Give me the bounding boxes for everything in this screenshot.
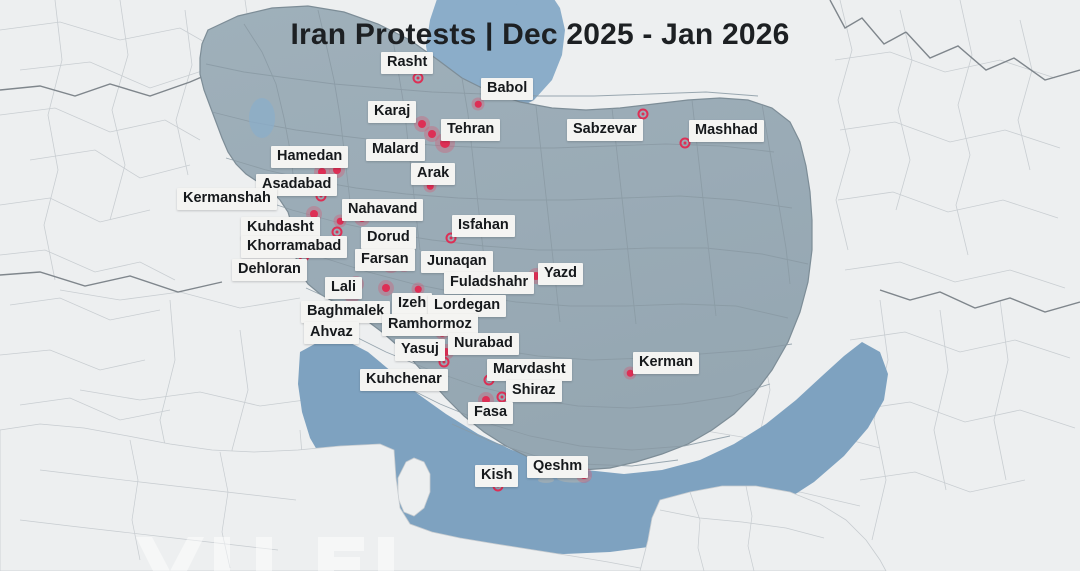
marker-inner-dot — [335, 230, 339, 234]
marker-core — [440, 138, 450, 148]
uae-oman-landmass — [639, 485, 887, 571]
city-label-kuhdasht[interactable]: Kuhdasht — [241, 217, 320, 240]
marker-core — [637, 108, 649, 120]
city-label-malard[interactable]: Malard — [366, 139, 425, 162]
city-label-sabzevar[interactable]: Sabzevar — [567, 119, 643, 142]
city-label-lali[interactable]: Lali — [325, 277, 362, 300]
marker-core — [414, 285, 422, 293]
city-label-babol[interactable]: Babol — [481, 78, 534, 101]
city-label-rasht[interactable]: Rasht — [381, 52, 434, 75]
marker-core — [418, 120, 426, 128]
city-label-farsan[interactable]: Farsan — [355, 249, 415, 272]
city-label-tehran[interactable]: Tehran — [441, 119, 501, 142]
city-label-marvdasht[interactable]: Marvdasht — [487, 359, 572, 382]
marker-inner-dot — [442, 360, 446, 364]
lake-urmia — [249, 98, 275, 138]
marker-core — [679, 137, 691, 149]
marker-core — [310, 210, 318, 218]
city-label-izeh[interactable]: Izeh — [392, 293, 433, 316]
city-label-qeshm[interactable]: Qeshm — [527, 456, 589, 479]
city-label-nurabad[interactable]: Nurabad — [448, 333, 519, 356]
city-label-lordegan[interactable]: Lordegan — [428, 295, 507, 318]
city-label-ahvaz[interactable]: Ahvaz — [304, 322, 359, 345]
marker-inner-dot — [683, 141, 687, 145]
city-label-arak[interactable]: Arak — [411, 163, 456, 186]
city-label-kerman[interactable]: Kerman — [633, 352, 699, 375]
city-label-shiraz[interactable]: Shiraz — [506, 380, 562, 403]
city-label-nahavand[interactable]: Nahavand — [342, 199, 424, 222]
marker-core — [442, 348, 450, 356]
marker-core — [382, 284, 390, 292]
city-label-kuhchenar[interactable]: Kuhchenar — [360, 369, 448, 392]
city-label-khorramabad[interactable]: Khorramabad — [241, 236, 348, 259]
city-label-fasa[interactable]: Fasa — [468, 402, 514, 425]
city-label-dorud[interactable]: Dorud — [361, 227, 416, 250]
city-label-kermanshah[interactable]: Kermanshah — [177, 188, 277, 211]
city-label-dehloran[interactable]: Dehloran — [232, 259, 307, 282]
marker-core — [333, 166, 341, 174]
city-label-junaqan[interactable]: Junaqan — [421, 251, 493, 274]
marker-inner-dot — [416, 76, 420, 80]
marker-core — [426, 182, 434, 190]
marker-core — [445, 232, 457, 244]
city-label-fuladshahr[interactable]: Fuladshahr — [444, 272, 535, 295]
city-label-mashhad[interactable]: Mashhad — [689, 120, 764, 143]
city-label-baghmalek[interactable]: Baghmalek — [301, 301, 391, 324]
city-label-isfahan[interactable]: Isfahan — [452, 215, 515, 238]
marker-inner-dot — [641, 112, 645, 116]
city-label-ramhormoz[interactable]: Ramhormoz — [382, 314, 478, 337]
arabian-landmass — [0, 423, 661, 571]
watermark-logo — [136, 537, 394, 571]
marker-core — [474, 100, 482, 108]
city-label-kish[interactable]: Kish — [475, 465, 519, 488]
marker-core — [318, 168, 326, 176]
marker-core — [482, 396, 490, 404]
page-title: Iran Protests | Dec 2025 - Jan 2026 — [290, 18, 790, 51]
marker-inner-dot — [449, 236, 453, 240]
marker-inner-dot — [500, 395, 504, 399]
city-label-yasuj[interactable]: Yasuj — [395, 339, 445, 362]
city-label-yazd[interactable]: Yazd — [538, 263, 584, 286]
marker-core — [428, 130, 436, 138]
city-label-karaj[interactable]: Karaj — [368, 101, 417, 124]
city-label-hamedan[interactable]: Hamedan — [271, 146, 349, 169]
marker-core — [626, 369, 634, 377]
marker-core — [336, 217, 344, 225]
marker-core — [532, 272, 540, 280]
